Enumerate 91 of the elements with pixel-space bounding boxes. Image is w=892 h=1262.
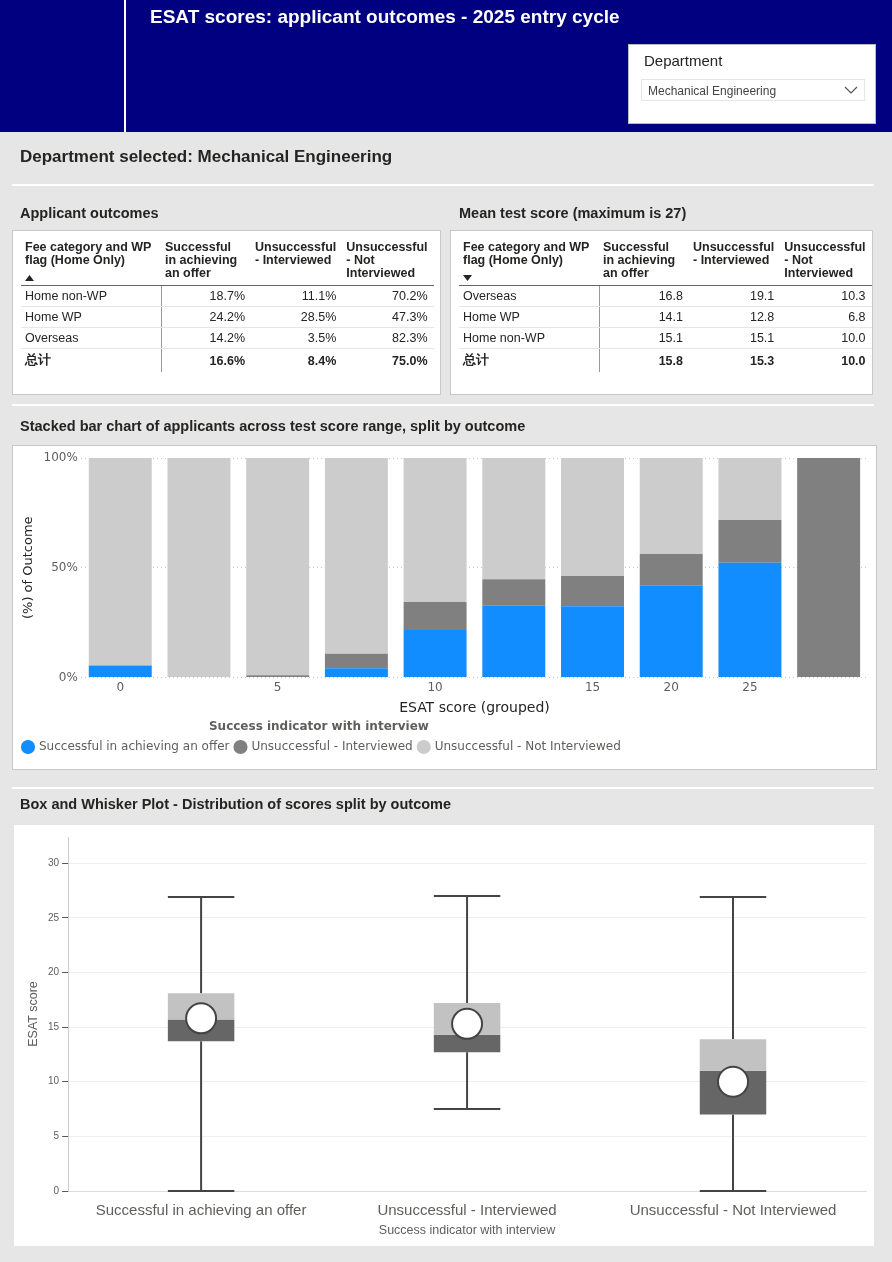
y-tick-label: 100%	[43, 450, 78, 465]
text: 15.1	[749, 331, 775, 345]
chart-title: Stacked bar chart of applicants across test score range, split by outcome	[20, 418, 526, 434]
text: Mechanical Engineering	[648, 84, 777, 98]
text: 82.3%	[392, 331, 428, 345]
x-tick-label: 0	[116, 679, 125, 694]
category-label: Successful in achieving an offer	[161, 239, 251, 286]
text: 24.2%	[209, 310, 245, 324]
text: 10.3	[841, 289, 866, 303]
bar	[482, 605, 546, 677]
bar	[88, 665, 152, 677]
bar	[561, 606, 624, 677]
bar	[403, 630, 467, 677]
text: 16.8	[658, 289, 683, 303]
y-tick-label: 5	[53, 1130, 60, 1142]
category-label: 总计	[25, 353, 51, 367]
text: Fee category and WP flag (Home Only)	[21, 239, 161, 286]
text: 14.2%	[209, 331, 245, 345]
bar	[324, 668, 388, 677]
text: 75.0%	[392, 353, 428, 368]
text: Mean test score (maximum is 27)	[459, 205, 687, 221]
x-tick-label: 25	[742, 679, 758, 694]
category-label: Overseas	[25, 331, 79, 345]
bar	[718, 562, 782, 677]
x-tick-label: Successful in achieving an offer	[95, 1201, 307, 1219]
bar	[639, 458, 703, 554]
x-tick-label: 5	[273, 679, 282, 694]
bar	[718, 520, 782, 563]
legend-label: Unsuccessful - Interviewed	[251, 739, 413, 754]
category-label: Unsuccessful - Not Interviewed	[780, 239, 872, 286]
x-axis-title: Success indicator with interview	[378, 1222, 557, 1237]
bar	[639, 553, 703, 586]
x-axis-title: ESAT score (grouped)	[399, 698, 550, 715]
text: 6.8	[848, 310, 866, 324]
x-tick-label: 20	[663, 679, 679, 694]
text: 15.1	[658, 331, 683, 345]
text: 10.0	[841, 331, 866, 345]
y-tick-label: 0	[53, 1184, 60, 1196]
category-label: Unsuccessful - Interviewed	[251, 239, 343, 286]
text: 11.1%	[301, 289, 337, 303]
x-tick-label: 10	[427, 679, 443, 694]
y-axis-title: (%) of Outcome	[20, 516, 36, 620]
x-tick-label: 15	[584, 679, 601, 694]
category-label: Successful in achieving an offer	[599, 239, 689, 286]
legend-label: Unsuccessful - Not Interviewed	[434, 739, 621, 754]
bar	[403, 601, 467, 631]
x-tick-label: Unsuccessful - Not Interviewed	[629, 1201, 837, 1219]
text: 3.5%	[307, 331, 337, 345]
text: 18.7%	[209, 289, 245, 303]
text: ESAT scores: applicant outcomes - 2025 entry cycle	[150, 6, 620, 28]
text: 70.2%	[392, 289, 428, 303]
bar	[797, 458, 861, 677]
category-label: Unsuccessful - Interviewed	[689, 239, 781, 286]
category-label: Home non-WP	[463, 331, 545, 345]
y-tick-label: 50%	[51, 559, 78, 574]
text: 19.1	[749, 289, 775, 303]
y-tick-label: 0%	[58, 669, 78, 684]
y-tick-label: 15	[48, 1020, 60, 1032]
text: 10.0	[841, 353, 866, 368]
text: 28.5%	[300, 310, 337, 324]
legend-label: Successful in achieving an offer	[39, 739, 230, 754]
text: 47.3%	[392, 310, 428, 324]
text: 15.3	[749, 353, 775, 368]
text: 14.1	[658, 310, 683, 324]
bar	[403, 458, 467, 602]
bar	[561, 576, 624, 607]
text: 15.8	[658, 353, 683, 368]
y-tick-label: 10	[48, 1075, 60, 1087]
bar	[482, 579, 546, 606]
category-label: Home WP	[463, 310, 520, 324]
category-label: 总计	[463, 353, 489, 367]
text: Fee category and WP flag (Home Only)	[459, 239, 599, 286]
text: Applicant outcomes	[20, 205, 159, 221]
text: Department	[644, 52, 723, 69]
category-label: Overseas	[463, 289, 517, 303]
text: Department selected: Mechanical Engineering	[20, 147, 393, 167]
category-label: Home WP	[25, 310, 82, 324]
legend-title: Success indicator with interview	[208, 718, 429, 733]
y-tick-label: 30	[48, 856, 60, 868]
chart-title: Box and Whisker Plot - Distribution of scores split by outcome	[20, 796, 452, 812]
text: 8.4%	[307, 353, 337, 368]
text: 12.8	[749, 310, 775, 324]
x-tick-label: Unsuccessful - Interviewed	[377, 1201, 557, 1219]
text: 16.6%	[209, 353, 245, 368]
y-axis-title: ESAT score	[25, 981, 40, 1047]
bar	[639, 585, 703, 677]
y-tick-label: 20	[48, 966, 60, 978]
bar	[324, 653, 388, 669]
y-tick-label: 25	[48, 911, 60, 923]
category-label: Unsuccessful - Not Interviewed	[342, 239, 434, 286]
category-label: Home non-WP	[25, 289, 107, 303]
